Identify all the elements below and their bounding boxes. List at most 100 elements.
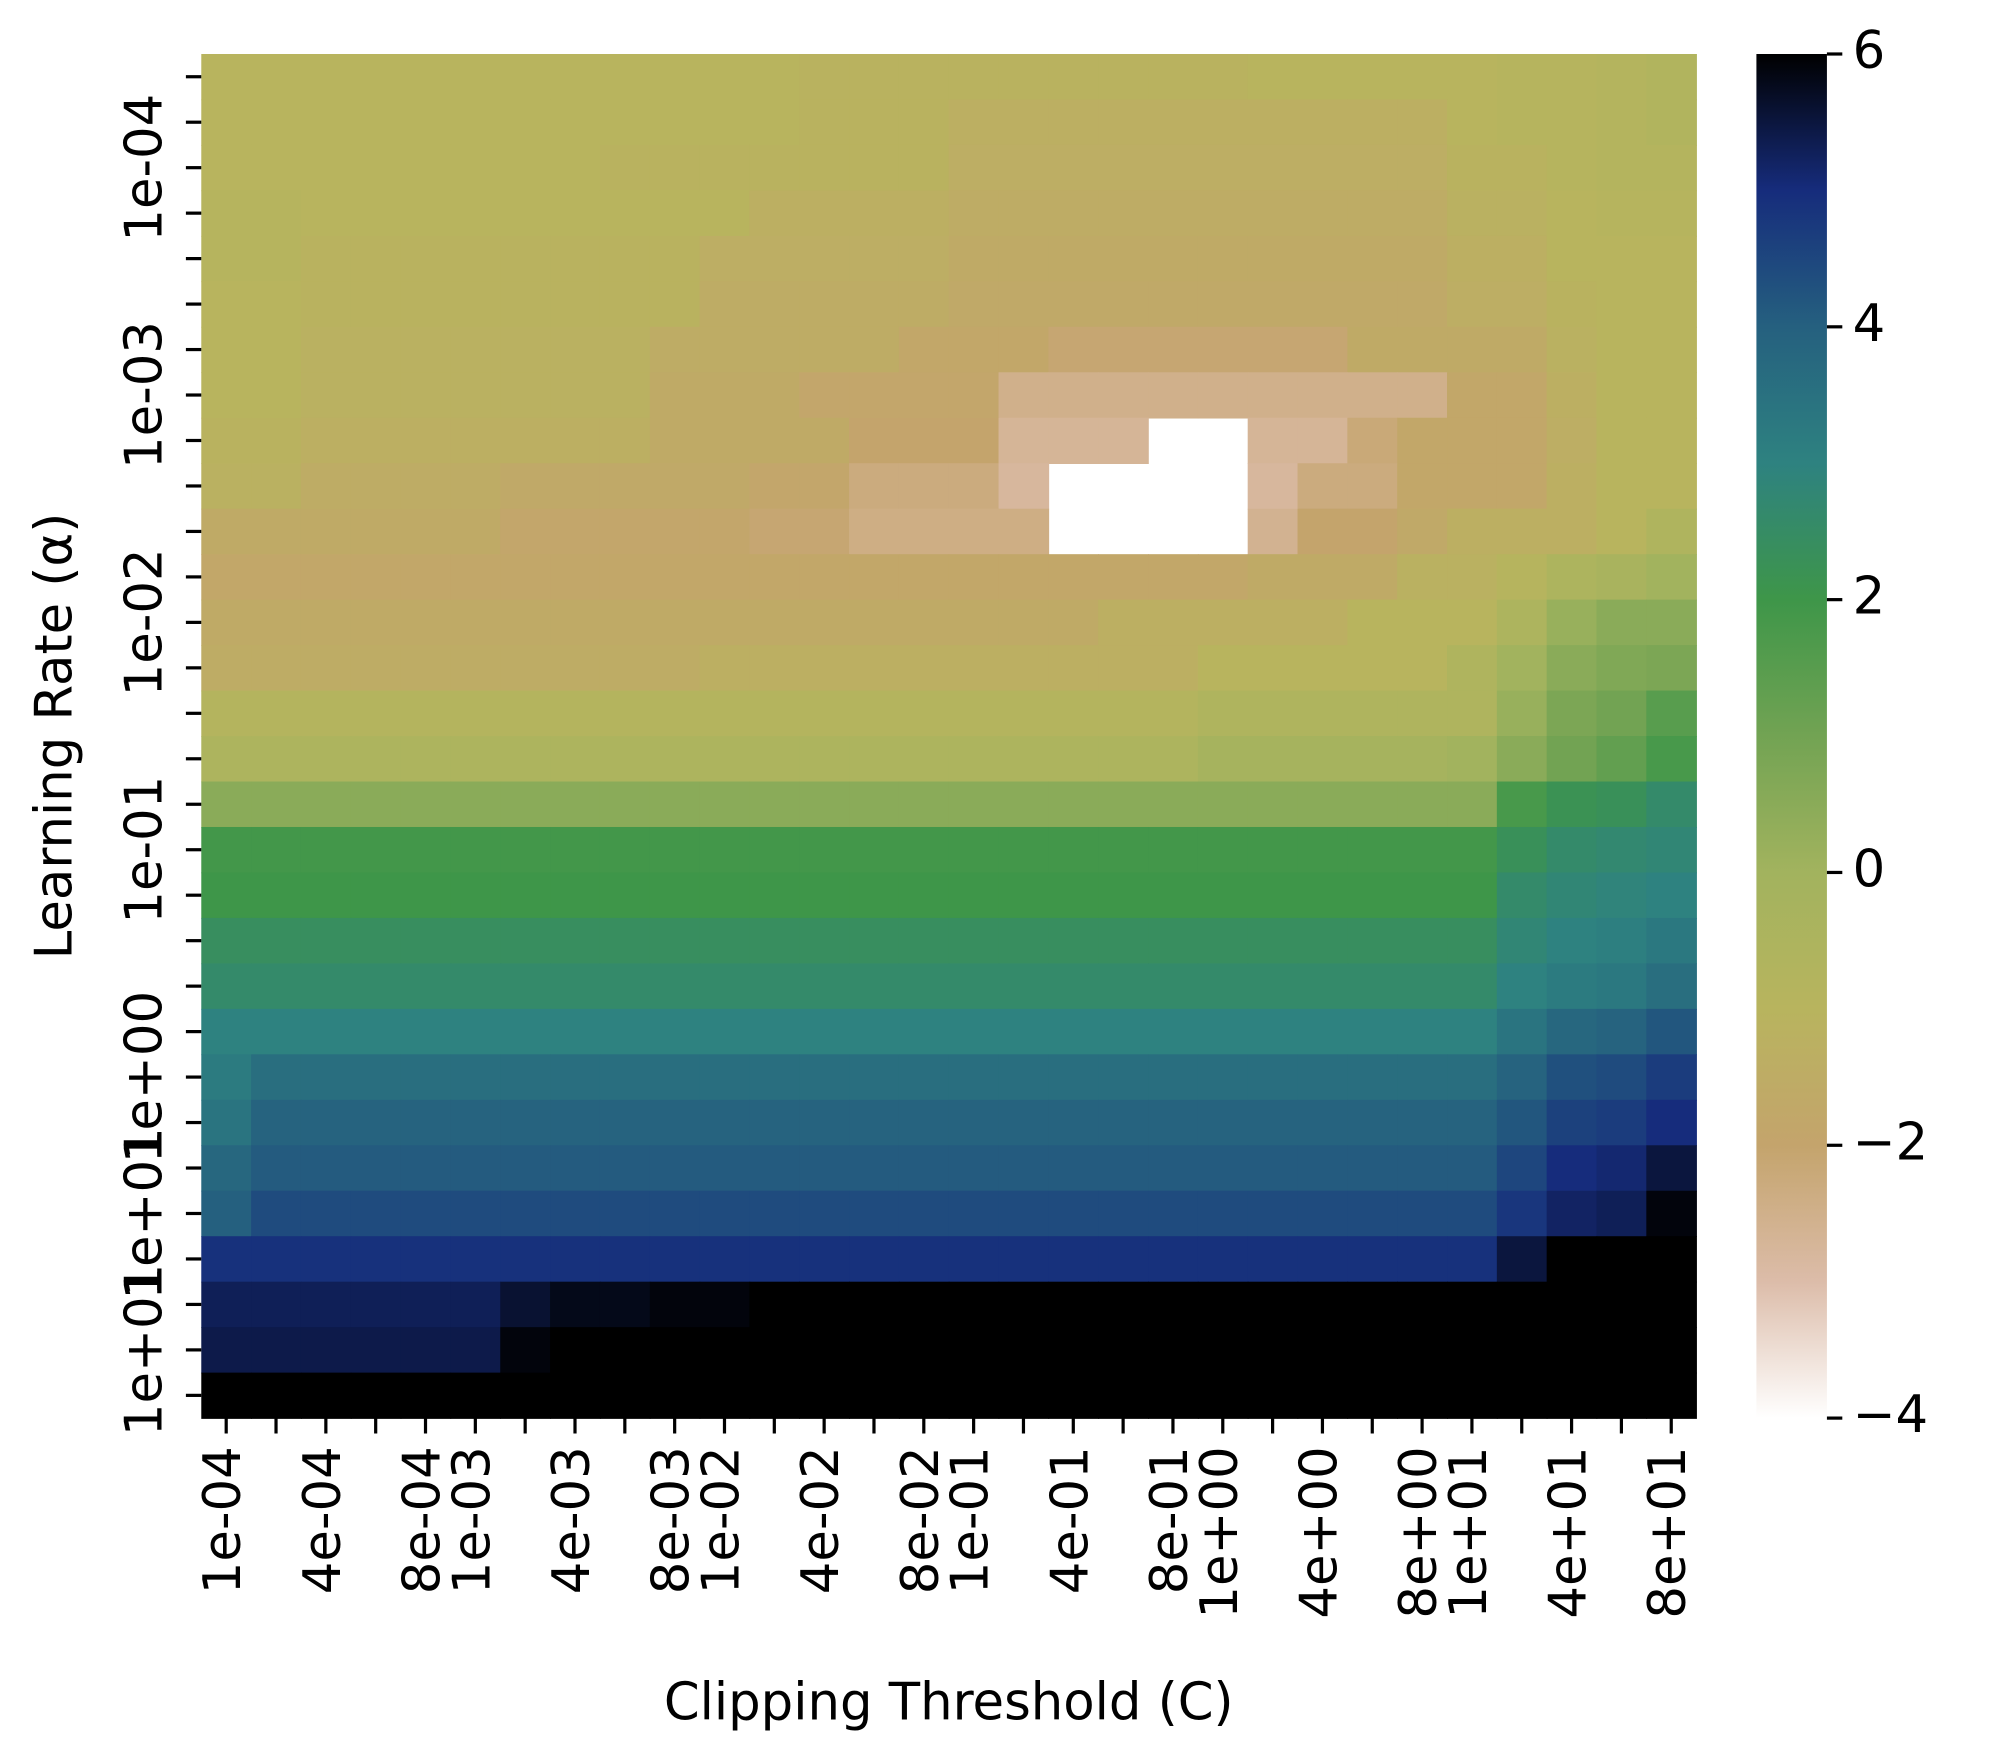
heatmap-cell [948,1372,1000,1419]
heatmap-cell [300,463,352,510]
heatmap-cell [1347,281,1398,328]
heatmap-cell [201,1054,252,1101]
heatmap-cell [1197,781,1249,828]
heatmap-cell [400,54,452,101]
heatmap-cell [799,599,850,646]
heatmap-cell [849,1372,900,1419]
heatmap-cell [1596,1327,1648,1374]
heatmap-cell [998,645,1050,692]
heatmap-cell [1596,1145,1648,1192]
heatmap-cell [201,144,252,192]
heatmap-cell [1098,1099,1149,1147]
heatmap-cell [599,144,651,192]
heatmap-cell [251,1236,302,1283]
heatmap-cell [500,190,551,237]
heatmap-cell [1197,190,1249,237]
heatmap-cell [1546,736,1598,783]
heatmap-cell [500,781,551,828]
heatmap-cell [998,1372,1050,1419]
heatmap-cell [550,1145,601,1192]
heatmap-cell [799,54,850,101]
heatmap-cell [1297,963,1349,1010]
x-tick-label: 1e-02 [691,1446,751,1594]
heatmap-cell [649,1099,701,1147]
heatmap-cell [550,826,601,874]
heatmap-cell [799,326,850,374]
heatmap-cell [898,736,950,783]
heatmap-cell [1098,690,1149,737]
heatmap-cell [599,1145,651,1192]
heatmap-cell [649,645,701,692]
heatmap-cell [1646,326,1697,374]
heatmap-cell [599,1099,651,1147]
heatmap-cell [1048,417,1099,464]
heatmap-cell [799,235,850,283]
heatmap-cell [948,1008,1000,1056]
heatmap-cell [849,1054,900,1101]
heatmap-cell [599,1008,651,1056]
heatmap-cell [849,781,900,828]
heatmap-cell [749,690,800,737]
heatmap-cell [500,1145,551,1192]
heatmap-cell [1297,1099,1349,1147]
heatmap-cell [1148,826,1199,874]
heatmap-cell [1148,99,1199,146]
heatmap-cell [1098,1327,1149,1374]
heatmap-cell [1397,1372,1448,1419]
heatmap-cell [799,417,850,464]
heatmap-cell [649,235,701,283]
heatmap-cell [599,1190,651,1237]
heatmap-cell [1646,1190,1697,1237]
heatmap-cell [1596,645,1648,692]
heatmap-cell [998,872,1050,919]
heatmap-cell [849,1327,900,1374]
heatmap-cell [749,54,800,101]
heatmap-cell [599,99,651,146]
heatmap-cell [749,99,800,146]
heatmap-cell [1546,508,1598,555]
heatmap-cell [1148,372,1199,419]
heatmap-cell [550,645,601,692]
heatmap-cell [1646,645,1697,692]
heatmap-cell [1397,1281,1448,1328]
heatmap-cell [500,872,551,919]
heatmap-cell [1297,463,1349,510]
heatmap-cell [799,508,850,555]
heatmap-cell [1148,736,1199,783]
heatmap-cell [1546,372,1598,419]
heatmap-cell [1596,872,1648,919]
heatmap-cell [1197,1327,1249,1374]
heatmap-cell [300,417,352,464]
heatmap-cell [1596,190,1648,237]
heatmap-cell [400,190,452,237]
heatmap-cell [1347,417,1398,464]
heatmap-cell [450,508,502,555]
heatmap-cell [251,645,302,692]
heatmap-cell [450,872,502,919]
heatmap-cell [948,872,1000,919]
x-tick-label: 4e-01 [1040,1446,1100,1594]
heatmap-cell [599,417,651,464]
heatmap-cell [1546,1281,1598,1328]
heatmap-cell [400,144,452,192]
heatmap-cell [849,235,900,283]
heatmap-cell [1496,690,1548,737]
heatmap-cell [898,781,950,828]
heatmap-cell [1247,599,1299,646]
heatmap-cell [201,372,252,419]
heatmap-cell [1098,736,1149,783]
heatmap-cell [749,599,800,646]
heatmap-cell [201,281,252,328]
heatmap-cell [599,599,651,646]
heatmap-cell [799,1281,850,1328]
heatmap-cell [550,508,601,555]
heatmap-cell [1297,372,1349,419]
heatmap-cell [300,736,352,783]
heatmap-cell [1148,1327,1199,1374]
heatmap-cell [1098,235,1149,283]
heatmap-cell [500,645,551,692]
heatmap-cell [948,1327,1000,1374]
heatmap-cell [1247,963,1299,1010]
heatmap-cell [251,781,302,828]
